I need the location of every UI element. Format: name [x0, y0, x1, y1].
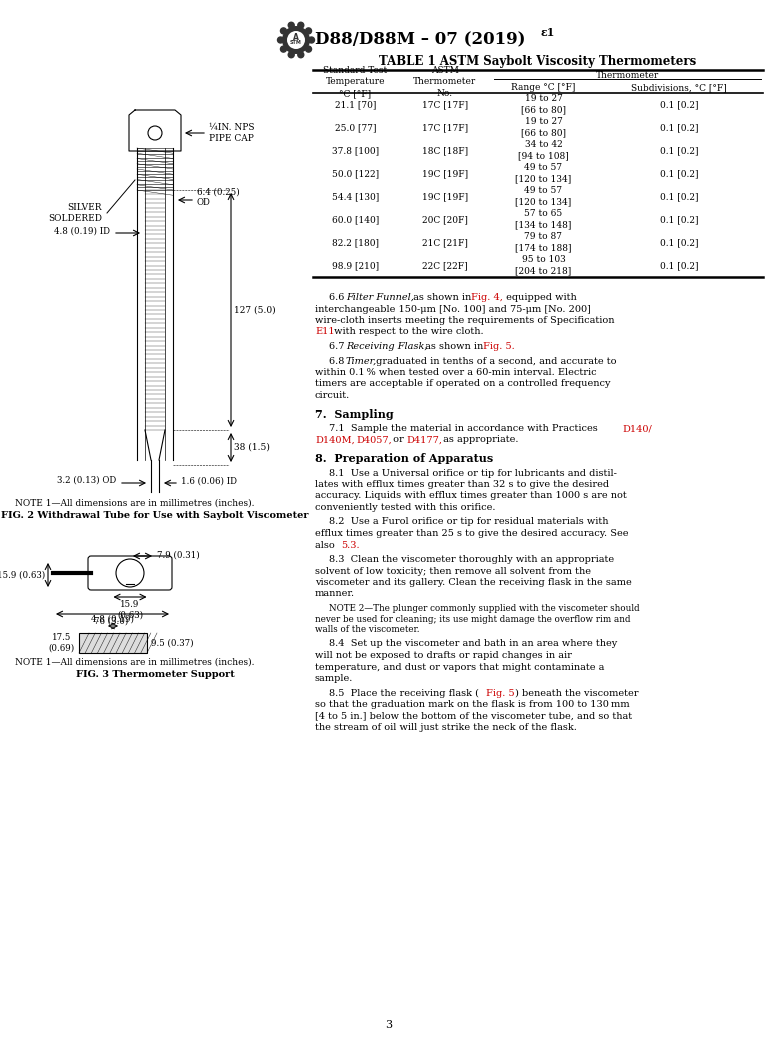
Text: 19 to 27
[66 to 80]: 19 to 27 [66 to 80]	[521, 118, 566, 137]
Text: Filter Funnel,: Filter Funnel,	[346, 293, 414, 302]
Text: also: also	[315, 540, 338, 550]
Text: 1.6 (0.06) ID: 1.6 (0.06) ID	[181, 477, 237, 485]
Text: 8.5  Place the receiving flask (: 8.5 Place the receiving flask (	[329, 688, 479, 697]
Text: 79 to 87
[174 to 188]: 79 to 87 [174 to 188]	[515, 232, 572, 253]
Text: manner.: manner.	[315, 589, 355, 599]
Text: 0.1 [0.2]: 0.1 [0.2]	[660, 261, 698, 270]
Text: efflux times greater than 25 s to give the desired accuracy. See: efflux times greater than 25 s to give t…	[315, 529, 629, 538]
Text: [4 to 5 in.] below the bottom of the viscometer tube, and so that: [4 to 5 in.] below the bottom of the vis…	[315, 711, 632, 720]
Circle shape	[278, 37, 283, 43]
Text: TABLE 1 ASTM Saybolt Viscosity Thermometers: TABLE 1 ASTM Saybolt Viscosity Thermomet…	[380, 55, 696, 69]
Text: FIG. 3 Thermometer Support: FIG. 3 Thermometer Support	[75, 670, 234, 679]
Text: 49 to 57
[120 to 134]: 49 to 57 [120 to 134]	[515, 163, 572, 183]
Circle shape	[287, 31, 305, 49]
Text: equipped with: equipped with	[503, 293, 576, 302]
Text: Thermometer: Thermometer	[596, 71, 659, 79]
Text: 15.9
(0.63): 15.9 (0.63)	[117, 600, 143, 619]
Text: Fig. 5.: Fig. 5.	[483, 342, 515, 351]
Bar	[79, 633, 147, 653]
Text: Fig. 4,: Fig. 4,	[471, 293, 503, 302]
Text: 25.0 [77]: 25.0 [77]	[335, 123, 377, 132]
Text: 21C [21F]: 21C [21F]	[422, 238, 468, 247]
Text: conveniently tested with this orifice.: conveniently tested with this orifice.	[315, 503, 496, 512]
Text: 19 to 27
[66 to 80]: 19 to 27 [66 to 80]	[521, 95, 566, 115]
Circle shape	[298, 52, 303, 57]
Text: with respect to the wire cloth.: with respect to the wire cloth.	[331, 328, 484, 336]
Text: 50.0 [122]: 50.0 [122]	[332, 169, 379, 178]
Text: D4057,: D4057,	[356, 435, 392, 445]
Text: solvent of low toxicity; then remove all solvent from the: solvent of low toxicity; then remove all…	[315, 566, 591, 576]
Text: 17C [17F]: 17C [17F]	[422, 100, 468, 109]
Text: E11: E11	[315, 328, 335, 336]
Text: will not be exposed to drafts or rapid changes in air: will not be exposed to drafts or rapid c…	[315, 651, 572, 660]
Text: walls of the viscometer.: walls of the viscometer.	[315, 625, 419, 634]
Text: as appropriate.: as appropriate.	[440, 435, 518, 445]
Text: 21.1 [70]: 21.1 [70]	[335, 100, 377, 109]
Circle shape	[280, 46, 286, 52]
Text: ASTM
Thermometer
No.: ASTM Thermometer No.	[413, 66, 477, 98]
Text: 8.  Preparation of Apparatus: 8. Preparation of Apparatus	[315, 453, 493, 464]
Text: circuit.: circuit.	[315, 391, 350, 400]
Text: Standard Test
Temperature
°C [°F]: Standard Test Temperature °C [°F]	[324, 66, 387, 98]
Text: Receiving Flask,: Receiving Flask,	[346, 342, 427, 351]
Circle shape	[288, 22, 294, 28]
Text: 3: 3	[385, 1020, 393, 1030]
Text: 5.3.: 5.3.	[341, 540, 359, 550]
Text: D140M,: D140M,	[315, 435, 355, 445]
Text: 0.1 [0.2]: 0.1 [0.2]	[660, 146, 698, 155]
Text: ) beneath the viscometer: ) beneath the viscometer	[515, 688, 639, 697]
Text: NOTE 1—All dimensions are in millimetres (inches).: NOTE 1—All dimensions are in millimetres…	[15, 499, 254, 508]
Text: SILVER
SOLDERED: SILVER SOLDERED	[48, 203, 102, 223]
Text: NOTE 1—All dimensions are in millimetres (inches).: NOTE 1—All dimensions are in millimetres…	[15, 658, 254, 667]
Text: 8.1  Use a Universal orifice or tip for lubricants and distil-: 8.1 Use a Universal orifice or tip for l…	[329, 468, 617, 478]
Text: 7.1  Sample the material in accordance with Practices: 7.1 Sample the material in accordance wi…	[329, 424, 601, 433]
Text: Fig. 5: Fig. 5	[486, 688, 514, 697]
Text: 4.8 (0.19) ID: 4.8 (0.19) ID	[54, 227, 110, 235]
Circle shape	[148, 126, 162, 139]
Text: sample.: sample.	[315, 674, 353, 683]
Text: NOTE 2—The plunger commonly supplied with the viscometer should: NOTE 2—The plunger commonly supplied wit…	[329, 604, 640, 613]
Text: the stream of oil will just strike the neck of the flask.: the stream of oil will just strike the n…	[315, 723, 576, 732]
Text: as shown in: as shown in	[422, 342, 486, 351]
Text: 8.2  Use a Furol orifice or tip for residual materials with: 8.2 Use a Furol orifice or tip for resid…	[329, 517, 608, 527]
Text: 37.8 [100]: 37.8 [100]	[332, 146, 379, 155]
Text: 6.8: 6.8	[329, 356, 348, 365]
Text: 38 (1.5): 38 (1.5)	[234, 443, 270, 452]
Text: 0.1 [0.2]: 0.1 [0.2]	[660, 169, 698, 178]
Text: 17C [17F]: 17C [17F]	[422, 123, 468, 132]
Circle shape	[309, 37, 314, 43]
Text: Range °C [°F]: Range °C [°F]	[511, 83, 576, 93]
Text: 127 (5.0): 127 (5.0)	[234, 305, 275, 314]
Text: 6.6: 6.6	[329, 293, 348, 302]
Text: 0.1 [0.2]: 0.1 [0.2]	[660, 215, 698, 224]
Text: 98.9 [210]: 98.9 [210]	[332, 261, 379, 270]
Text: 19C [19F]: 19C [19F]	[422, 192, 468, 201]
Text: 54.4 [130]: 54.4 [130]	[332, 192, 379, 201]
Circle shape	[116, 559, 144, 587]
Text: 22C [22F]: 22C [22F]	[422, 261, 468, 270]
Text: 82.2 [180]: 82.2 [180]	[332, 238, 379, 247]
Text: D4177,: D4177,	[406, 435, 442, 445]
Circle shape	[282, 26, 310, 54]
Circle shape	[306, 28, 311, 34]
Text: D88/D88M – 07 (2019): D88/D88M – 07 (2019)	[315, 31, 525, 49]
Text: 19C [19F]: 19C [19F]	[422, 169, 468, 178]
Text: or: or	[390, 435, 407, 445]
Text: 9.5 (0.37): 9.5 (0.37)	[151, 638, 194, 648]
Text: STM: STM	[290, 40, 302, 45]
Circle shape	[298, 22, 303, 28]
Text: 8.4  Set up the viscometer and bath in an area where they: 8.4 Set up the viscometer and bath in an…	[329, 639, 617, 649]
Circle shape	[306, 46, 311, 52]
Text: wire-cloth inserts meeting the requirements of Specification: wire-cloth inserts meeting the requireme…	[315, 316, 615, 325]
Text: A: A	[293, 32, 299, 42]
Text: 4.8 (0.19): 4.8 (0.19)	[92, 615, 135, 624]
Text: 0.1 [0.2]: 0.1 [0.2]	[660, 238, 698, 247]
Text: 6.4 (0.25)
OD: 6.4 (0.25) OD	[197, 187, 240, 207]
Text: 15.9 (0.63): 15.9 (0.63)	[0, 570, 45, 580]
Text: 0.1 [0.2]: 0.1 [0.2]	[660, 192, 698, 201]
Text: within 0.1 % when tested over a 60-min interval. Electric: within 0.1 % when tested over a 60-min i…	[315, 369, 597, 377]
Text: 3.2 (0.13) OD: 3.2 (0.13) OD	[57, 476, 116, 484]
Text: 7.  Sampling: 7. Sampling	[315, 408, 394, 420]
Text: Timer,: Timer,	[346, 356, 377, 365]
FancyBboxPatch shape	[88, 556, 172, 590]
